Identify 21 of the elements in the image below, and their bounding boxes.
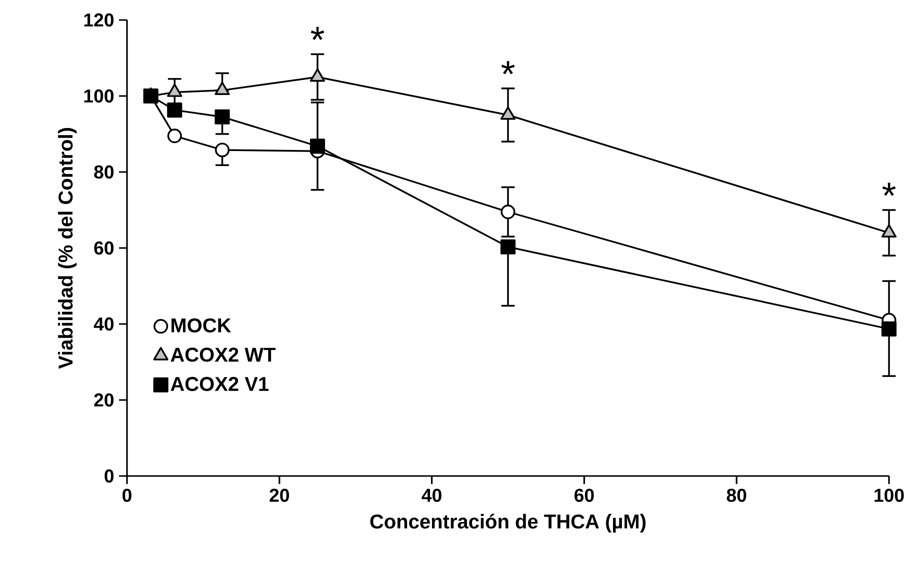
legend-label: MOCK: [172, 318, 232, 332]
x-tick-label: 0: [122, 488, 132, 502]
annotation: *: [882, 182, 896, 196]
x-tick-label: 40: [422, 488, 442, 502]
x-tick-label: 60: [574, 488, 594, 502]
x-tick-label: 20: [270, 488, 290, 502]
legend-label: ACOX2 WT: [170, 348, 276, 362]
annotation: *: [501, 61, 515, 74]
legend-label: ACOX2 V1: [170, 376, 269, 392]
y-axis-title: Viabilidad (% del Control): [58, 128, 77, 369]
x-tick-label: 100: [874, 488, 904, 502]
y-tick-label: 60: [94, 241, 114, 255]
x-axis-title: Concentración de THCA (µM): [370, 514, 646, 533]
y-tick-label: 0: [104, 469, 114, 483]
annotation: *: [310, 26, 324, 40]
y-tick-label: 120: [84, 13, 114, 27]
y-tick-label: 100: [84, 89, 114, 103]
x-tick-label: 80: [726, 488, 746, 502]
y-tick-label: 80: [94, 165, 114, 179]
y-tick-label: 20: [94, 393, 114, 407]
y-tick-label: 40: [94, 317, 114, 331]
